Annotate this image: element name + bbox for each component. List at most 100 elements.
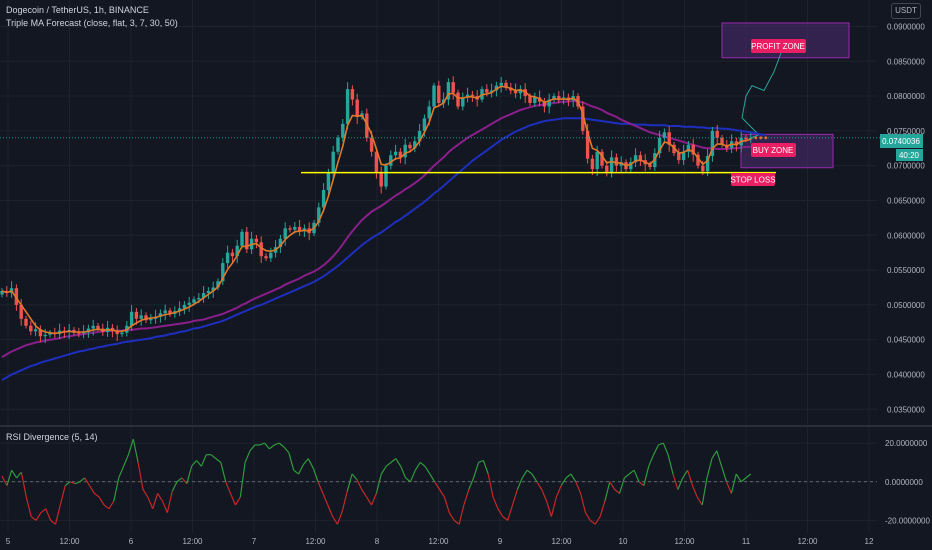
rsi-segment [677, 477, 684, 490]
rsi-segment [54, 504, 61, 525]
candle [456, 89, 460, 110]
rsi-segment [113, 477, 120, 502]
candle [552, 93, 556, 103]
buy-zone-label: BUY ZONE [751, 143, 796, 157]
rsi-segment [409, 469, 416, 483]
candle [0, 288, 4, 298]
rsi-segment [429, 473, 436, 483]
candle [705, 148, 710, 177]
candle [278, 234, 283, 254]
rsi-segment [20, 471, 27, 498]
candle [720, 135, 724, 148]
rsi-segment [152, 493, 159, 509]
rsi-segment [439, 489, 446, 498]
rsi-segment [648, 454, 655, 467]
rsi-segment [443, 497, 450, 513]
rsi-segment [653, 444, 659, 455]
candle [696, 151, 700, 169]
rsi-segment [580, 493, 587, 513]
price-tick-label: 0.0550000 [887, 266, 925, 275]
rsi-segment [123, 454, 129, 467]
rsi-segment [210, 454, 217, 460]
rsi-segment [584, 512, 591, 521]
rsi-segment [706, 458, 713, 479]
rsi-segment [356, 479, 363, 490]
rsi-segment [181, 477, 188, 485]
candle [389, 150, 393, 170]
candle [715, 124, 719, 145]
candle [403, 138, 407, 165]
candle [547, 93, 551, 114]
candle [221, 258, 225, 286]
rsi-segment [395, 458, 402, 467]
currency-button[interactable]: USDT [891, 3, 921, 19]
rsi-segment [516, 477, 523, 490]
candle [648, 161, 652, 170]
candle [461, 92, 465, 111]
rsi-segment [725, 481, 732, 494]
time-tick-label: 12:00 [551, 537, 572, 546]
candle [446, 78, 451, 106]
rsi-segment [6, 470, 13, 486]
candle [432, 82, 436, 110]
chart-title: Dogecoin / TetherUS, 1h, BINANCE [6, 5, 149, 15]
rsi-segment [419, 461, 426, 467]
rsi-segment [453, 519, 460, 525]
time-tick-label: 12:00 [59, 537, 80, 546]
candle [321, 183, 326, 213]
candle [216, 278, 220, 291]
rsi-segment [721, 466, 728, 482]
rsi-segment [375, 473, 382, 494]
rsi-line [1, 439, 752, 525]
price-tick-label: 0.0900000 [887, 22, 925, 31]
candle [619, 156, 623, 173]
forecast-dot [764, 136, 768, 140]
candle [451, 76, 455, 100]
time-tick-label: 10 [619, 537, 628, 546]
candle [201, 286, 206, 303]
rsi-segment [79, 477, 86, 483]
candle [9, 281, 14, 298]
candle [657, 130, 662, 159]
candle [283, 222, 287, 246]
rsi-segment [30, 516, 37, 521]
candle [437, 80, 441, 107]
candle [489, 83, 494, 98]
candle [115, 325, 119, 342]
time-tick-label: 9 [498, 537, 503, 546]
rsi-segment [118, 466, 125, 479]
rsi-segment [424, 465, 431, 475]
rsi-segment [672, 473, 679, 490]
rsi-segment [497, 508, 504, 517]
candle [149, 313, 153, 325]
rsi-segment [249, 444, 256, 452]
rsi-segment [482, 460, 489, 475]
price-tick-label: 0.0350000 [887, 405, 925, 414]
rsi-segment [35, 512, 42, 521]
rsi-segment [303, 458, 309, 465]
rsi-segment [701, 477, 708, 506]
rsi-segment [740, 477, 747, 483]
price-tick-label: 0.0500000 [887, 301, 925, 310]
candle [518, 85, 523, 100]
rsi-segment [317, 481, 324, 494]
rsi-segment [94, 492, 100, 498]
rsi-segment [658, 442, 664, 446]
rsi-segment [225, 481, 232, 494]
candle [331, 145, 335, 180]
time-tick-label: 7 [252, 537, 257, 546]
rsi-segment [186, 466, 193, 484]
candle [24, 316, 28, 329]
rsi-segment [269, 444, 275, 450]
candle [19, 298, 23, 326]
candle [609, 150, 614, 178]
rsi-segment [560, 477, 567, 486]
candle [581, 101, 585, 135]
rsi-segment [366, 496, 373, 506]
forecast-curve [741, 47, 785, 139]
candle [633, 148, 638, 168]
rsi-segment [274, 442, 280, 446]
rsi-segment [59, 485, 66, 506]
rsi-segment [307, 458, 314, 469]
time-tick-label: 12:00 [305, 537, 326, 546]
